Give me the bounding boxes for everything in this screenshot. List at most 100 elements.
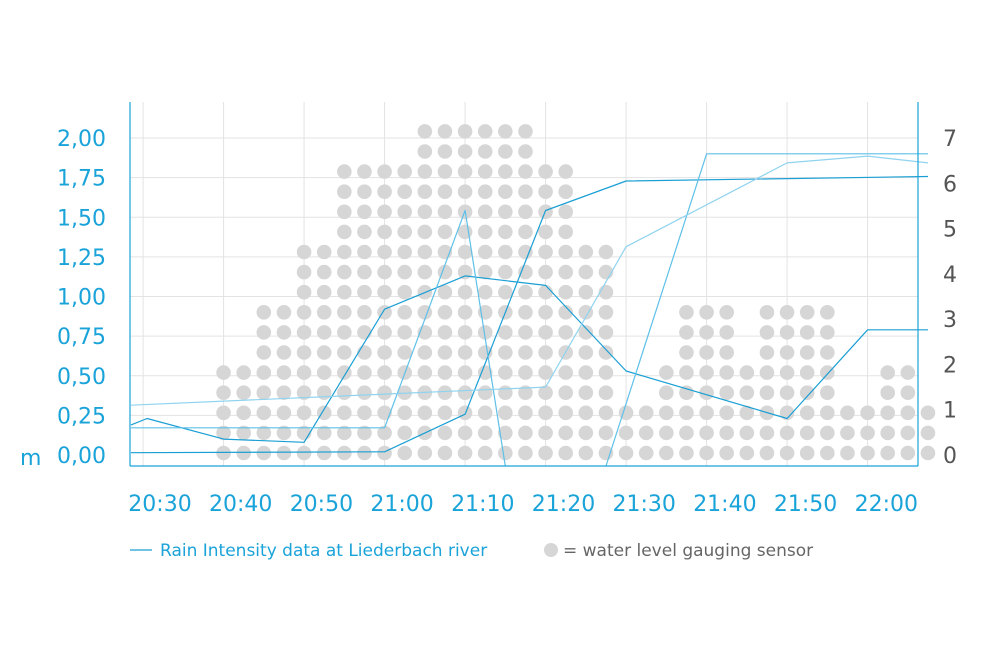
sensor-dot xyxy=(437,325,453,340)
sensor-dot xyxy=(498,244,513,260)
sensor-dot xyxy=(276,305,292,320)
sensor-dot xyxy=(699,405,714,421)
sensor-dot xyxy=(558,164,573,179)
sensor-dot xyxy=(316,405,332,421)
sensor-dot xyxy=(699,445,714,461)
sensor-dot xyxy=(316,305,332,320)
sensor-dot xyxy=(498,124,513,139)
sensor-dot xyxy=(337,345,352,360)
x-tick-label: 21:20 xyxy=(532,492,595,517)
sensor-dot xyxy=(337,425,352,441)
sensor-dot xyxy=(256,365,272,380)
series-lines xyxy=(130,153,929,467)
sensor-dot xyxy=(578,345,594,360)
sensor-dot xyxy=(397,284,413,300)
sensor-dot xyxy=(920,425,936,441)
sensor-dot xyxy=(558,445,573,461)
sensor-dot xyxy=(437,305,453,320)
sensor-dot xyxy=(538,445,553,461)
sensor-dot xyxy=(739,425,755,441)
sensor-dot xyxy=(598,445,614,461)
sensor-dot xyxy=(659,445,674,461)
left-tick-label: 0,00 xyxy=(57,444,106,469)
sensor-dot xyxy=(337,325,352,340)
sensor-dot xyxy=(377,445,392,461)
sensor-dot xyxy=(820,345,835,360)
sensor-dot xyxy=(799,305,815,320)
sensor-dot xyxy=(679,425,694,441)
sensor-dot xyxy=(457,345,473,360)
sensor-dot xyxy=(498,385,513,401)
sensor-dot xyxy=(437,164,453,179)
sensor-dot xyxy=(477,144,493,159)
sensor-dot xyxy=(316,445,332,461)
sensor-dot xyxy=(759,325,775,340)
sensor-dot xyxy=(477,325,493,340)
sensor-dot xyxy=(759,445,775,461)
sensor-dot xyxy=(296,345,312,360)
sensor-dot xyxy=(477,345,493,360)
sensor-dot xyxy=(377,425,392,441)
sensor-dot xyxy=(779,425,795,441)
sensor-dot xyxy=(477,445,493,461)
sensor-dot xyxy=(840,405,855,421)
x-tick-label: 21:30 xyxy=(612,492,675,517)
left-tick-label: 1,00 xyxy=(57,286,106,311)
sensor-dot xyxy=(498,425,513,441)
sensor-dot xyxy=(578,405,594,421)
sensor-dot xyxy=(457,284,473,300)
sensor-dot xyxy=(437,124,453,139)
sensor-dot xyxy=(679,385,694,401)
legend-line-label: Rain Intensity data at Liederbach river xyxy=(160,541,487,561)
left-tick-label: 0,25 xyxy=(57,404,106,429)
sensor-dot xyxy=(377,365,392,380)
sensor-dot xyxy=(820,405,835,421)
sensor-dot xyxy=(860,445,875,461)
sensor-dot xyxy=(377,385,392,401)
left-tick-label: 0,75 xyxy=(57,325,106,350)
sensor-dot xyxy=(739,385,755,401)
sensor-dot xyxy=(457,445,473,461)
sensor-dot xyxy=(719,425,734,441)
sensor-dot xyxy=(820,305,835,320)
sensor-dot xyxy=(840,425,855,441)
sensor-dot xyxy=(719,385,734,401)
sensor-dot xyxy=(457,425,473,441)
sensor-dot xyxy=(457,124,473,139)
sensor-dot xyxy=(397,184,413,199)
sensor-dot xyxy=(739,405,755,421)
sensor-dot xyxy=(598,365,614,380)
sensor-dot xyxy=(337,204,352,220)
sensor-dot xyxy=(357,264,372,280)
sensor-dot xyxy=(437,385,453,401)
sensor-dot xyxy=(820,445,835,461)
sensor-dot xyxy=(256,305,272,320)
sensor-dot xyxy=(337,385,352,401)
sensor-dot xyxy=(498,204,513,220)
sensor-dot xyxy=(397,325,413,340)
right-tick-label: 2 xyxy=(943,353,957,378)
sensor-dot xyxy=(397,164,413,179)
sensor-dot xyxy=(699,425,714,441)
sensor-dot xyxy=(558,405,573,421)
sensor-dot xyxy=(457,224,473,240)
sensor-dot xyxy=(820,425,835,441)
right-tick-label: 6 xyxy=(943,172,957,197)
sensor-dot xyxy=(377,184,392,199)
sensor-dot xyxy=(518,445,533,461)
sensor-dot xyxy=(397,305,413,320)
sensor-dot xyxy=(558,385,573,401)
sensor-dot xyxy=(498,445,513,461)
sensor-dot xyxy=(719,405,734,421)
sensor-dot xyxy=(638,405,654,421)
sensor-dot xyxy=(799,405,815,421)
sensor-dot xyxy=(477,385,493,401)
x-tick-label: 21:10 xyxy=(451,492,514,517)
sensor-dot xyxy=(417,405,433,421)
sensor-dot xyxy=(618,445,634,461)
sensor-dot xyxy=(256,445,272,461)
sensor-dot xyxy=(236,385,251,401)
sensor-dot xyxy=(820,385,835,401)
sensor-dot xyxy=(900,425,916,441)
sensor-dot xyxy=(578,325,594,340)
